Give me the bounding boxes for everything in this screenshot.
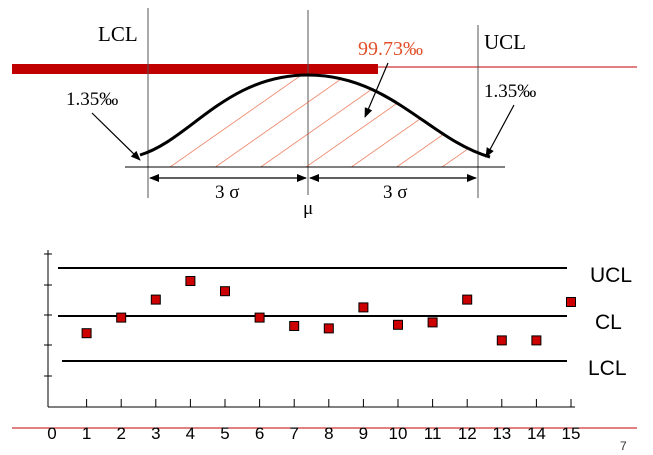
x-tick-label: 5 bbox=[220, 424, 229, 443]
data-point-marker bbox=[220, 286, 230, 297]
x-tick-label: 11 bbox=[424, 424, 442, 443]
data-point-marker bbox=[496, 335, 507, 346]
left-sigma-label: 3 σ bbox=[215, 182, 240, 203]
data-point-marker bbox=[566, 297, 576, 307]
center-pointer-arrow bbox=[364, 62, 389, 118]
x-tick-label: 9 bbox=[359, 424, 368, 443]
data-points bbox=[81, 276, 576, 346]
x-axis-labels: 0 1 2 3 4 5 6 7 8 9 10 11 12 13 14 15 bbox=[47, 424, 580, 443]
data-point-marker bbox=[254, 312, 265, 323]
x-tick-label: 0 bbox=[47, 424, 56, 443]
y-axis-ticks bbox=[44, 253, 52, 377]
right-tail-arrow bbox=[485, 104, 515, 158]
data-point-marker bbox=[289, 321, 300, 331]
x-tick-label: 10 bbox=[389, 424, 408, 443]
x-tick-label: 14 bbox=[527, 424, 546, 443]
x-tick-label: 2 bbox=[116, 424, 125, 443]
x-tick-label: 6 bbox=[255, 424, 264, 443]
ucl-line-label: UCL bbox=[590, 264, 632, 287]
data-point-marker bbox=[462, 294, 473, 305]
data-point-marker bbox=[358, 302, 369, 313]
bell-curve bbox=[139, 73, 491, 159]
x-tick-label: 1 bbox=[82, 424, 91, 443]
hatched-area bbox=[148, 75, 478, 167]
data-point-marker bbox=[427, 317, 438, 328]
control-chart: UCL CL LCL 0 1 2 3 4 5 6 7 8 9 10 11 12 13 14 15 bbox=[12, 250, 637, 443]
data-point-marker bbox=[116, 312, 127, 323]
x-tick-label: 7 bbox=[289, 424, 298, 443]
page-number: 7 bbox=[620, 439, 627, 453]
title-bar bbox=[12, 64, 378, 74]
lcl-line-label: LCL bbox=[588, 357, 627, 380]
center-percent-label: 99.73‰ bbox=[358, 38, 423, 60]
right-tail-label: 1.35‰ bbox=[484, 81, 536, 102]
x-tick-label: 8 bbox=[324, 424, 333, 443]
data-point-marker bbox=[393, 319, 403, 330]
data-point-marker bbox=[185, 276, 196, 286]
right-sigma-label: 3 σ bbox=[383, 182, 408, 203]
x-tick-label: 15 bbox=[562, 424, 581, 443]
x-tick-label: 3 bbox=[151, 424, 160, 443]
normal-distribution-diagram: LCL UCL 99.73‰ 1.35‰ 1.35‰ 3 σ 3 σ μ bbox=[12, 8, 637, 219]
data-point-marker bbox=[81, 328, 92, 339]
data-point-marker bbox=[150, 294, 161, 305]
x-tick-label: 12 bbox=[458, 424, 477, 443]
lcl-label: LCL bbox=[98, 22, 138, 46]
x-axis-ticks bbox=[86, 399, 572, 407]
x-tick-label: 13 bbox=[492, 424, 511, 443]
mu-label: μ bbox=[303, 198, 313, 219]
data-point-marker bbox=[323, 323, 334, 334]
left-tail-arrow bbox=[91, 112, 141, 161]
data-point-marker bbox=[531, 335, 542, 346]
left-tail-label: 1.35‰ bbox=[66, 89, 118, 110]
x-tick-label: 4 bbox=[186, 424, 195, 443]
ucl-label: UCL bbox=[484, 30, 526, 54]
cl-line-label: CL bbox=[595, 311, 622, 334]
